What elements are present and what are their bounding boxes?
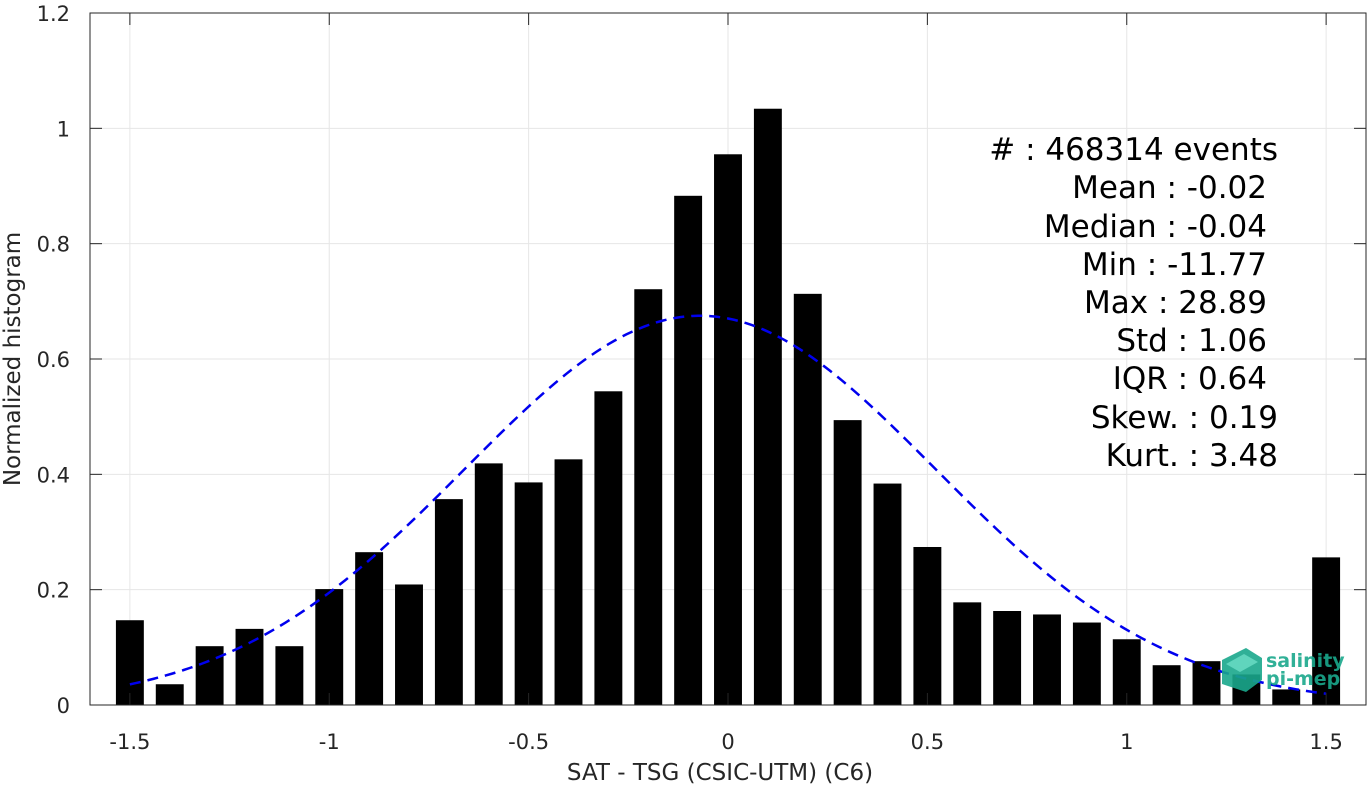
stat-kurt: Kurt. : 3.48 xyxy=(1106,438,1278,474)
y-tick-label: 0 xyxy=(57,694,70,718)
y-tick-label: 0.4 xyxy=(37,463,70,487)
bar-layer xyxy=(115,108,1341,706)
histogram-bar xyxy=(434,499,463,705)
stat-skew: Skew. : 0.19 xyxy=(1091,400,1278,436)
stat-median: Median : -0.04 xyxy=(1044,209,1267,245)
histogram-bar xyxy=(714,154,742,706)
y-tick-label: 0.2 xyxy=(37,579,70,603)
histogram-bar xyxy=(1072,622,1101,705)
stat-max: Max : 28.89 xyxy=(1084,285,1267,321)
y-axis-label: Normalized histogram xyxy=(0,232,26,486)
y-tick-labels: 0 0.2 0.4 0.6 0.8 1 1.2 xyxy=(37,2,70,718)
histogram-bar xyxy=(514,482,543,705)
histogram-bar xyxy=(953,602,982,705)
histogram-bar xyxy=(993,611,1022,705)
histogram-bar xyxy=(1192,661,1221,705)
x-tick-label: -0.5 xyxy=(508,730,549,754)
histogram-bar xyxy=(474,463,503,705)
histogram-bar xyxy=(913,546,942,705)
histogram-bar xyxy=(195,646,224,705)
histogram-bar xyxy=(674,195,703,705)
histogram-bar xyxy=(115,620,144,705)
logo-mark-shade xyxy=(1226,654,1258,672)
y-tick-label: 1.2 xyxy=(37,2,70,26)
histogram-bar xyxy=(235,628,264,705)
x-tick-label: 1 xyxy=(1120,730,1133,754)
histogram-bar xyxy=(594,391,623,705)
histogram-bar xyxy=(873,483,902,705)
x-tick-labels: -1.5 -1 -0.5 0 0.5 1 1.5 xyxy=(109,730,1342,754)
x-tick-label: 1.5 xyxy=(1309,730,1342,754)
histogram-bar xyxy=(1033,614,1061,705)
stat-mean: Mean : -0.02 xyxy=(1072,170,1267,206)
stat-min: Min : -11.77 xyxy=(1082,247,1267,283)
y-tick-label: 0.6 xyxy=(37,348,70,372)
x-tick-label: -1.5 xyxy=(109,730,150,754)
logo-text-pimep: pi-mep xyxy=(1266,668,1340,690)
x-tick-label: -1 xyxy=(319,730,340,754)
x-tick-label: 0.5 xyxy=(911,730,944,754)
stat-std: Std : 1.06 xyxy=(1116,323,1267,359)
tick-layer xyxy=(90,12,1366,706)
histogram-bar xyxy=(275,646,304,705)
histogram-bar xyxy=(315,589,344,705)
histogram-bar xyxy=(793,293,822,705)
histogram-bar xyxy=(753,108,782,705)
x-tick-label: 0 xyxy=(721,730,734,754)
logo-text-salinity: salinity xyxy=(1266,650,1345,672)
histogram-bar xyxy=(1272,689,1301,705)
y-tick-label: 0.8 xyxy=(37,233,70,257)
histogram-bar xyxy=(634,289,663,705)
stats-box: # : 468314 events Mean : -0.02 Median : … xyxy=(989,132,1278,474)
histogram-bar xyxy=(833,420,862,705)
histogram-bar xyxy=(155,684,184,705)
histogram-bar xyxy=(554,459,583,705)
histogram-bar xyxy=(1152,665,1181,705)
salinity-pimep-logo: salinity pi-mep xyxy=(1222,648,1345,692)
stat-iqr: IQR : 0.64 xyxy=(1113,361,1267,397)
histogram-bar xyxy=(355,552,384,705)
x-axis-label: SAT - TSG (CSIC-UTM) (C6) xyxy=(567,760,873,785)
histogram-bar xyxy=(1312,557,1341,705)
y-tick-label: 1 xyxy=(57,117,70,141)
gaussian-fit-curve xyxy=(129,314,1327,695)
stat-events: # : 468314 events xyxy=(989,132,1278,168)
histogram-bar xyxy=(395,584,423,705)
